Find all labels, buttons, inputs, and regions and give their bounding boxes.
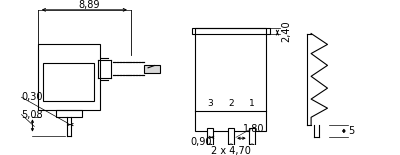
Bar bbox=[56, 110, 82, 117]
Ellipse shape bbox=[228, 144, 234, 151]
Text: 2: 2 bbox=[228, 99, 234, 108]
Bar bbox=[144, 65, 160, 73]
Bar bbox=[228, 128, 234, 151]
Ellipse shape bbox=[249, 144, 255, 151]
Text: 3: 3 bbox=[207, 99, 213, 108]
Text: 1,80: 1,80 bbox=[243, 124, 264, 134]
Text: 0,30: 0,30 bbox=[22, 92, 43, 102]
Text: 5: 5 bbox=[348, 126, 354, 136]
Bar bbox=[43, 63, 94, 101]
Text: 2 x 4,70: 2 x 4,70 bbox=[211, 146, 251, 155]
Bar bbox=[38, 44, 100, 110]
Bar bbox=[192, 28, 270, 34]
Text: 2,40: 2,40 bbox=[282, 20, 292, 42]
Bar bbox=[196, 28, 266, 131]
Text: 5,08: 5,08 bbox=[22, 110, 43, 120]
Text: 8,89: 8,89 bbox=[78, 0, 100, 10]
Bar bbox=[249, 128, 255, 151]
Ellipse shape bbox=[207, 144, 213, 151]
Text: 1: 1 bbox=[249, 99, 255, 108]
Text: 0,90: 0,90 bbox=[190, 137, 212, 147]
Bar bbox=[207, 128, 213, 151]
